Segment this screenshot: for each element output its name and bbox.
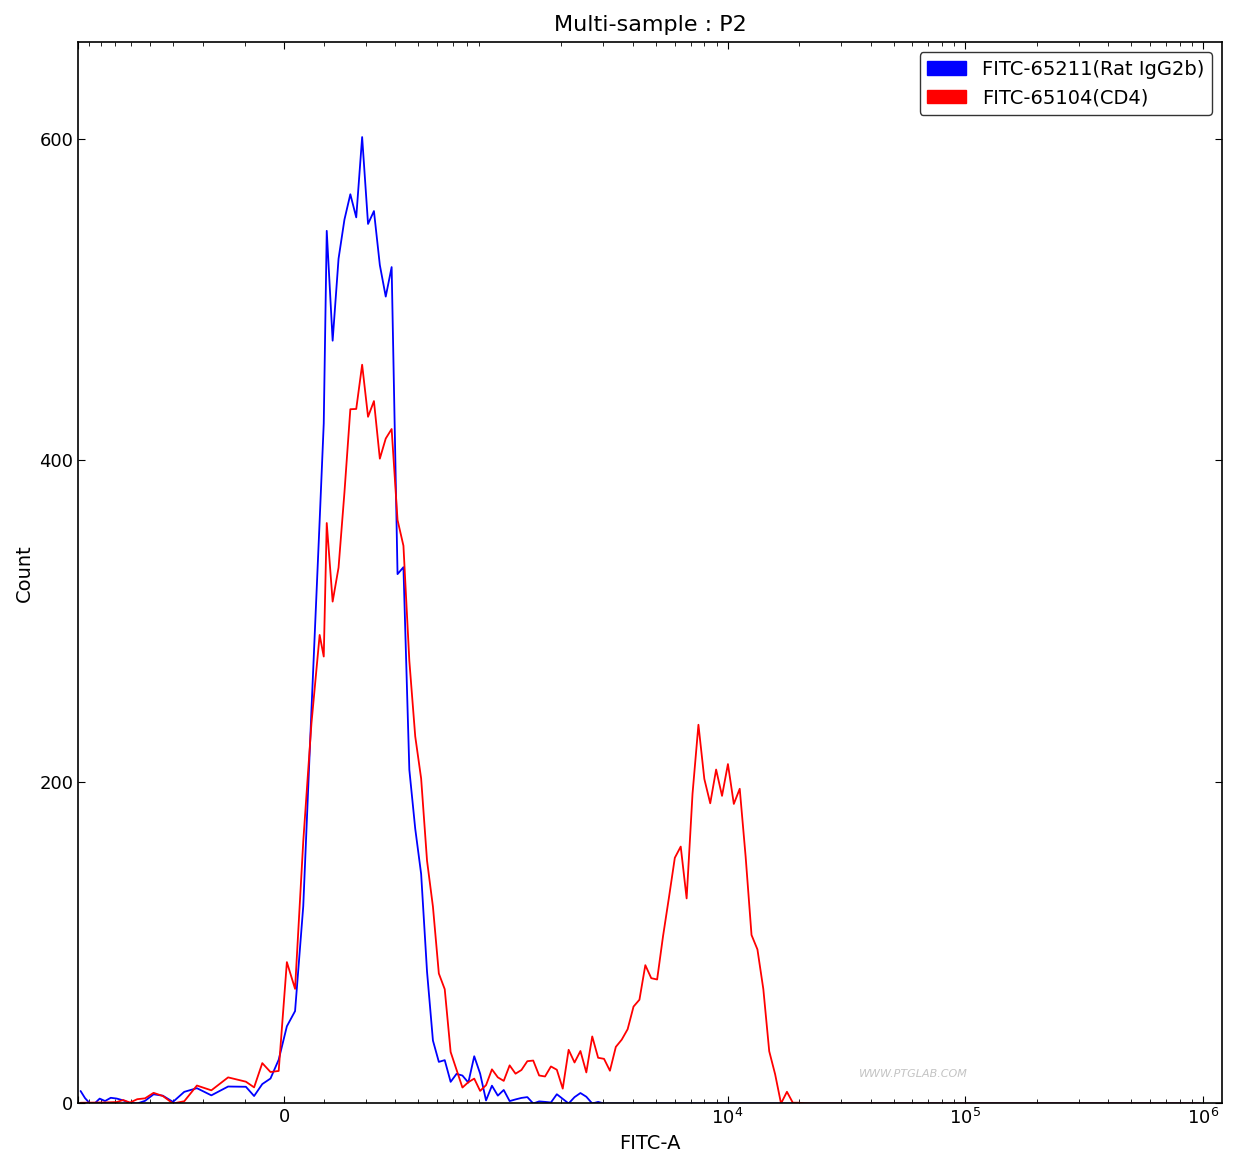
X-axis label: FITC-A: FITC-A xyxy=(620,1134,680,1153)
Legend: FITC-65211(Rat IgG2b), FITC-65104(CD4): FITC-65211(Rat IgG2b), FITC-65104(CD4) xyxy=(919,51,1212,116)
Title: Multi-sample : P2: Multi-sample : P2 xyxy=(554,15,746,35)
Text: WWW.PTGLAB.COM: WWW.PTGLAB.COM xyxy=(858,1069,967,1079)
Y-axis label: Count: Count xyxy=(15,544,33,602)
